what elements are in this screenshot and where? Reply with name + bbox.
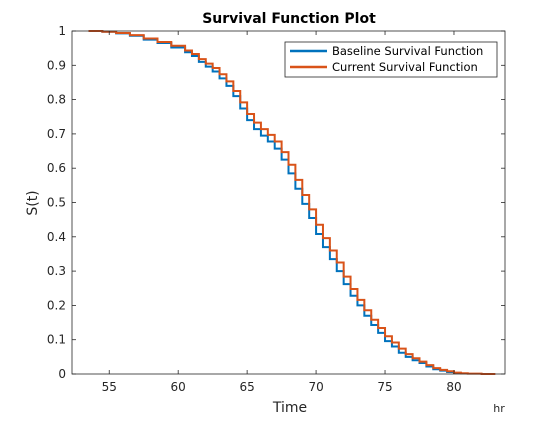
x-axis-label: Time [272,400,307,416]
y-tick-label: 0.3 [47,264,66,278]
x-tick-label: 80 [446,380,461,394]
legend-label-current: Current Survival Function [332,60,478,74]
y-tick-label: 0 [58,367,66,381]
y-tick-label: 0.6 [47,161,66,175]
legend: Baseline Survival Function Current Survi… [284,41,498,78]
y-tick-label: 0.4 [47,230,66,244]
x-tick-label: 55 [102,380,117,394]
y-tick-label: 0.9 [47,58,66,72]
x-tick-label: 70 [308,380,323,394]
x-tick-label: 60 [171,380,186,394]
legend-label-baseline: Baseline Survival Function [332,44,483,58]
y-tick-label: 0.5 [47,196,66,210]
plot-area [72,31,505,374]
legend-box [284,41,498,78]
y-tick-label: 1 [58,24,66,38]
y-tick-label: 0.1 [47,333,66,347]
series-line-current [88,30,496,375]
y-tick-label: 0.2 [47,298,66,312]
y-tick-label: 0.7 [47,127,66,141]
x-tick-label: 65 [239,380,254,394]
y-tick-label: 0.8 [47,93,66,107]
x-tick-label: 75 [377,380,392,394]
y-axis-label: S(t) [25,190,41,215]
x-axis-unit: hr [493,402,505,415]
chart-title: Survival Function Plot [202,11,376,27]
